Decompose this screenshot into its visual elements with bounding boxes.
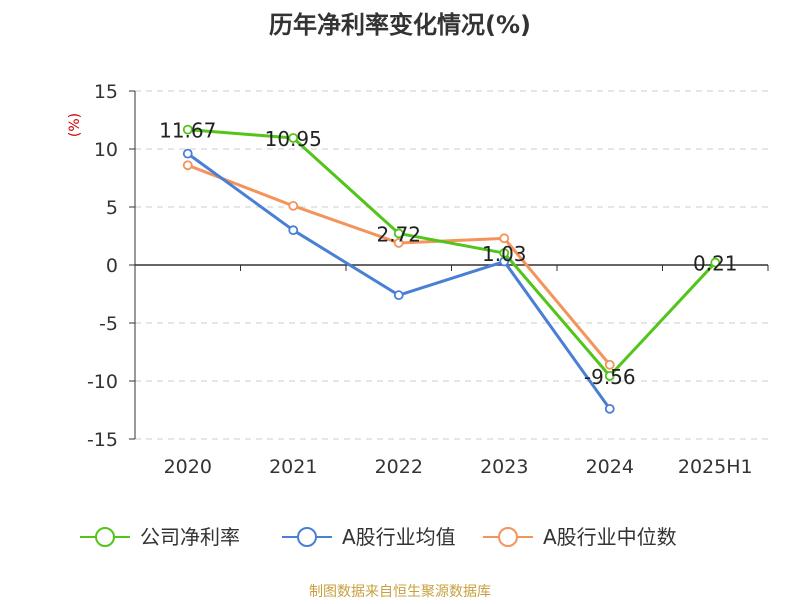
x-tick-label: 2025H1	[678, 456, 753, 478]
series-0	[182, 124, 721, 381]
data-label: 10.95	[265, 127, 322, 151]
data-labels: 11.67 10.95 2.72 1.03 -9.56 0.21	[159, 119, 737, 389]
data-point	[182, 148, 193, 159]
data-point	[499, 248, 510, 258]
legend-swatch-marker	[95, 527, 115, 547]
x-tick-label: 2023	[480, 456, 528, 478]
y-tick-label: -15	[87, 429, 118, 451]
data-point	[182, 160, 193, 171]
data-point	[710, 257, 721, 268]
data-point	[393, 228, 404, 239]
y-tick-label: 0	[106, 255, 118, 277]
series-2	[182, 160, 615, 370]
y-tick-label: -10	[87, 371, 118, 393]
legend-item: A股行业中位数	[483, 525, 677, 549]
y-tick-label: 5	[106, 197, 118, 219]
legend-label: A股行业中位数	[543, 525, 677, 549]
data-point	[288, 133, 299, 143]
series-lines	[182, 124, 721, 414]
data-point	[604, 370, 615, 381]
data-point	[288, 225, 299, 236]
x-tick-label: 2020	[164, 456, 212, 478]
data-point	[604, 403, 615, 414]
data-point	[288, 200, 299, 211]
data-point	[393, 238, 404, 248]
series-1	[182, 148, 615, 414]
x-tick-label: 2021	[269, 456, 317, 478]
y-tick-label: 10	[94, 139, 118, 161]
source-note: 制图数据来自恒生聚源数据库	[309, 584, 491, 600]
legend-swatch-marker	[297, 527, 317, 547]
legend: 公司净利率 A股行业均值 A股行业中位数	[80, 525, 677, 549]
legend-label: 公司净利率	[140, 525, 240, 549]
data-label: 1.03	[482, 242, 527, 266]
series-line	[187, 128, 717, 378]
data-point	[499, 233, 510, 244]
x-tick-label: 2022	[375, 456, 423, 478]
legend-label: A股行业均值	[342, 525, 456, 549]
data-point	[604, 359, 615, 370]
data-label: 2.72	[376, 222, 421, 246]
legend-item: 公司净利率	[80, 525, 240, 549]
y-tick-label: 15	[94, 81, 118, 103]
x-tick-label: 2024	[586, 456, 634, 478]
data-label: 0.21	[693, 252, 738, 276]
legend-swatch-marker	[498, 527, 518, 547]
axes: 15 10 5 0 -5 -10 -15 2020 2021 2022 2023 2024 2025H1	[87, 81, 769, 478]
series-line	[186, 152, 611, 410]
data-point	[393, 290, 404, 301]
data-label: -9.56	[584, 365, 636, 389]
data-point	[182, 124, 193, 135]
y-axis-label: (%)	[67, 113, 83, 137]
chart-title: 历年净利率变化情况(%)	[269, 11, 531, 39]
legend-item: A股行业均值	[282, 525, 456, 549]
data-label: 11.67	[159, 119, 216, 143]
y-tick-label: -5	[99, 313, 118, 335]
